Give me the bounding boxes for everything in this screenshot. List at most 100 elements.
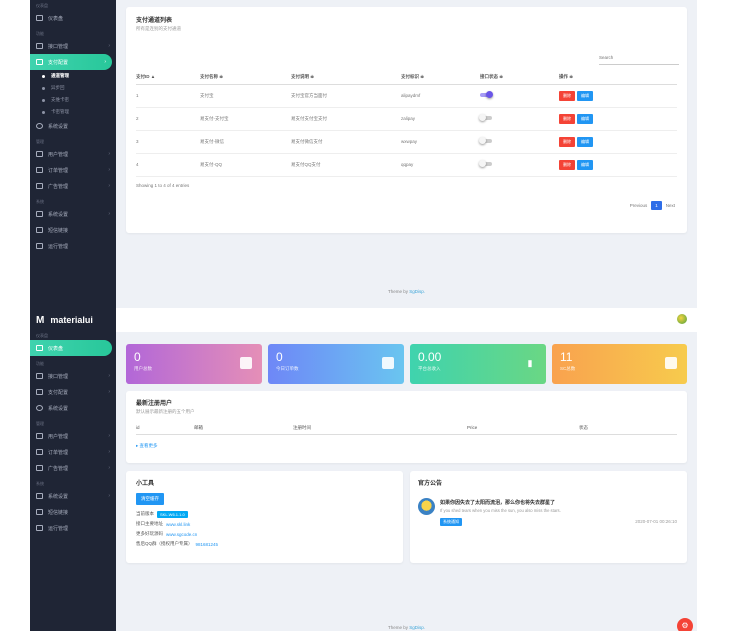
- edit-button[interactable]: 编辑: [577, 90, 593, 101]
- sidebar-item-users[interactable]: 用户管理 ›: [30, 428, 116, 444]
- channel-content: 支付通道列表 所有是连别的支付通道 支付ID ▲ 支付名称 ≑ 支付说明 ≑ 支…: [116, 0, 697, 308]
- sidebar-section-manage: 管理: [36, 139, 44, 144]
- sidebar-item-sms[interactable]: 短信链接: [30, 504, 116, 520]
- next-button[interactable]: Next: [665, 203, 675, 208]
- cell-key: wxwpay: [401, 130, 480, 154]
- sidebar-item-dashboard[interactable]: 仪表盘: [30, 10, 116, 26]
- tool-version: 当前版本 SKL.W6.1.1.0: [136, 509, 393, 519]
- chevron-right-icon: ›: [108, 373, 110, 379]
- delete-button[interactable]: 删除: [559, 113, 575, 124]
- sidebar-item-sms[interactable]: 短信链接: [30, 222, 116, 238]
- search-input[interactable]: [599, 51, 679, 65]
- cell-name: 易支付-微信: [200, 130, 291, 154]
- edit-button[interactable]: 编辑: [577, 159, 593, 170]
- sidebar-sub-channel[interactable]: 通道管理: [30, 70, 116, 82]
- status-toggle[interactable]: [479, 160, 492, 167]
- sidebar-item-ads[interactable]: 广告管理 ›: [30, 460, 116, 476]
- page-button[interactable]: 1: [651, 201, 662, 210]
- sidebar-item-dashboard[interactable]: 仪表盘: [30, 340, 112, 356]
- dollar-icon: [36, 59, 43, 65]
- edit-button[interactable]: 编辑: [577, 113, 593, 124]
- cell-desc: 易支付微信支付: [291, 130, 401, 154]
- col-actions[interactable]: 操作 ≑: [559, 70, 677, 85]
- cell-actions: 删除 编辑: [559, 130, 677, 154]
- sidebar-item-users[interactable]: 用户管理 ›: [30, 146, 116, 162]
- sidebar-item-orders[interactable]: 订单管理 ›: [30, 444, 116, 460]
- col-pay-id[interactable]: 支付ID ▲: [136, 70, 200, 85]
- sidebar-item-orders[interactable]: 订单管理 ›: [30, 162, 116, 178]
- sidebar-section-function: 功能: [36, 361, 44, 366]
- footer-link[interactable]: SgDisp.: [409, 625, 426, 630]
- cell-actions: 删除 编辑: [559, 153, 677, 177]
- sidebar-item-pay-config[interactable]: 支付配置 ›: [30, 54, 112, 70]
- sidebar-item-pay-config[interactable]: 支付配置 ›: [30, 384, 116, 400]
- pagination: Previous 1 Next: [626, 201, 679, 210]
- tool-more-source: 更多好玩源码 www.sgcode.cn: [136, 531, 198, 537]
- table-row: 2 易支付-支付宝 易支付支付宝支付 zalipay 删除 编辑: [136, 107, 677, 131]
- view-more-link[interactable]: ▸ 查看更多: [136, 443, 158, 448]
- col-pay-key[interactable]: 支付标识 ≑: [401, 70, 480, 85]
- table-row: 1 支付宝 支付宝官方当面付 alipaydmf 删除 编辑: [136, 84, 677, 108]
- col-pay-status[interactable]: 接口状态 ≑: [480, 70, 559, 85]
- status-toggle[interactable]: [479, 114, 492, 121]
- notice-english: If you shed tears when you miss the sun,…: [440, 508, 561, 513]
- footer-bottom: Theme by SgDisp.: [387, 625, 426, 630]
- chevron-right-icon: ›: [108, 389, 110, 395]
- cell-name: 支付宝: [200, 84, 291, 108]
- sidebar-item-sys[interactable]: 系统设置 ›: [30, 206, 116, 222]
- list-icon: [382, 357, 394, 369]
- top-navbar: [116, 308, 697, 332]
- sidebar-item-system-settings[interactable]: 系统设置: [30, 118, 116, 134]
- sidebar-item-interface[interactable]: 接口管理 ›: [30, 368, 116, 384]
- notice-avatar: [418, 498, 435, 515]
- footer-top: Theme by SgDisp.: [387, 289, 426, 294]
- status-toggle[interactable]: [479, 137, 492, 144]
- run-icon: [36, 243, 43, 249]
- footer-link[interactable]: SgDisp.: [409, 289, 426, 294]
- sidebar-sub-card-manage[interactable]: 卡密管理: [30, 106, 116, 118]
- notice-title: 官方公告: [418, 481, 443, 487]
- sidebar-item-system-settings[interactable]: 系统设置: [30, 400, 116, 416]
- chevron-right-icon: ›: [108, 183, 110, 189]
- delete-button[interactable]: 删除: [559, 90, 575, 101]
- col-pay-desc[interactable]: 支付说明 ≑: [291, 70, 401, 85]
- avatar[interactable]: [677, 314, 687, 324]
- dashboard-icon: [36, 15, 43, 21]
- sidebar-item-run[interactable]: 运行管理: [30, 238, 116, 254]
- table-header-row: 支付ID ▲ 支付名称 ≑ 支付说明 ≑ 支付标识 ≑ 接口状态 ≑ 操作 ≑: [136, 70, 677, 85]
- settings-fab[interactable]: ⚙: [677, 618, 693, 631]
- cell-id: 2: [136, 107, 200, 131]
- sidebar-item-run[interactable]: 运行管理: [30, 520, 116, 536]
- cell-id: 1: [136, 84, 200, 108]
- chevron-right-icon: ›: [108, 493, 110, 499]
- cell-status: [479, 130, 559, 154]
- edit-button[interactable]: 编辑: [577, 136, 593, 147]
- interface-icon: [36, 373, 43, 379]
- bullet-icon: [42, 110, 45, 114]
- clear-cache-button[interactable]: 清空缓存: [136, 493, 164, 505]
- status-toggle[interactable]: [480, 91, 493, 98]
- notice-tag: 系统通知: [440, 518, 462, 526]
- sidebar-section-function: 功能: [36, 31, 44, 36]
- delete-button[interactable]: 删除: [559, 136, 575, 147]
- delete-button[interactable]: 删除: [559, 159, 575, 170]
- sidebar-item-interface[interactable]: 接口管理 ›: [30, 38, 116, 54]
- sidebar-sub-callback[interactable]: 异步回: [30, 82, 116, 94]
- prev-button[interactable]: Previous: [629, 203, 648, 208]
- run-icon: [36, 525, 43, 531]
- sidebar-item-sys[interactable]: 系统设置 ›: [30, 488, 116, 504]
- dollar-icon: [36, 389, 43, 395]
- sidebar-sub-card-gen[interactable]: 支维卡密: [30, 94, 116, 106]
- settings-icon: [36, 211, 43, 217]
- notice-headline: 如果你因失去了太阳而流泪，那么你也将失去群星了: [440, 500, 556, 506]
- new-users-header: id 邮箱 注册时间 Price 状态: [136, 421, 677, 435]
- cell-id: 4: [136, 153, 200, 177]
- sidebar-item-ads[interactable]: 广告管理 ›: [30, 178, 116, 194]
- channel-subtitle: 所有是连别的支付通道: [136, 26, 181, 31]
- col-pay-name[interactable]: 支付名称 ≑: [200, 70, 291, 85]
- channel-title: 支付通道列表: [136, 18, 173, 24]
- tools-card: 小工具 清空缓存 当前版本 SKL.W6.1.1.0 接口主要地址 www.skl.…: [126, 471, 403, 563]
- cell-desc: 易支付QQ支付: [291, 153, 401, 177]
